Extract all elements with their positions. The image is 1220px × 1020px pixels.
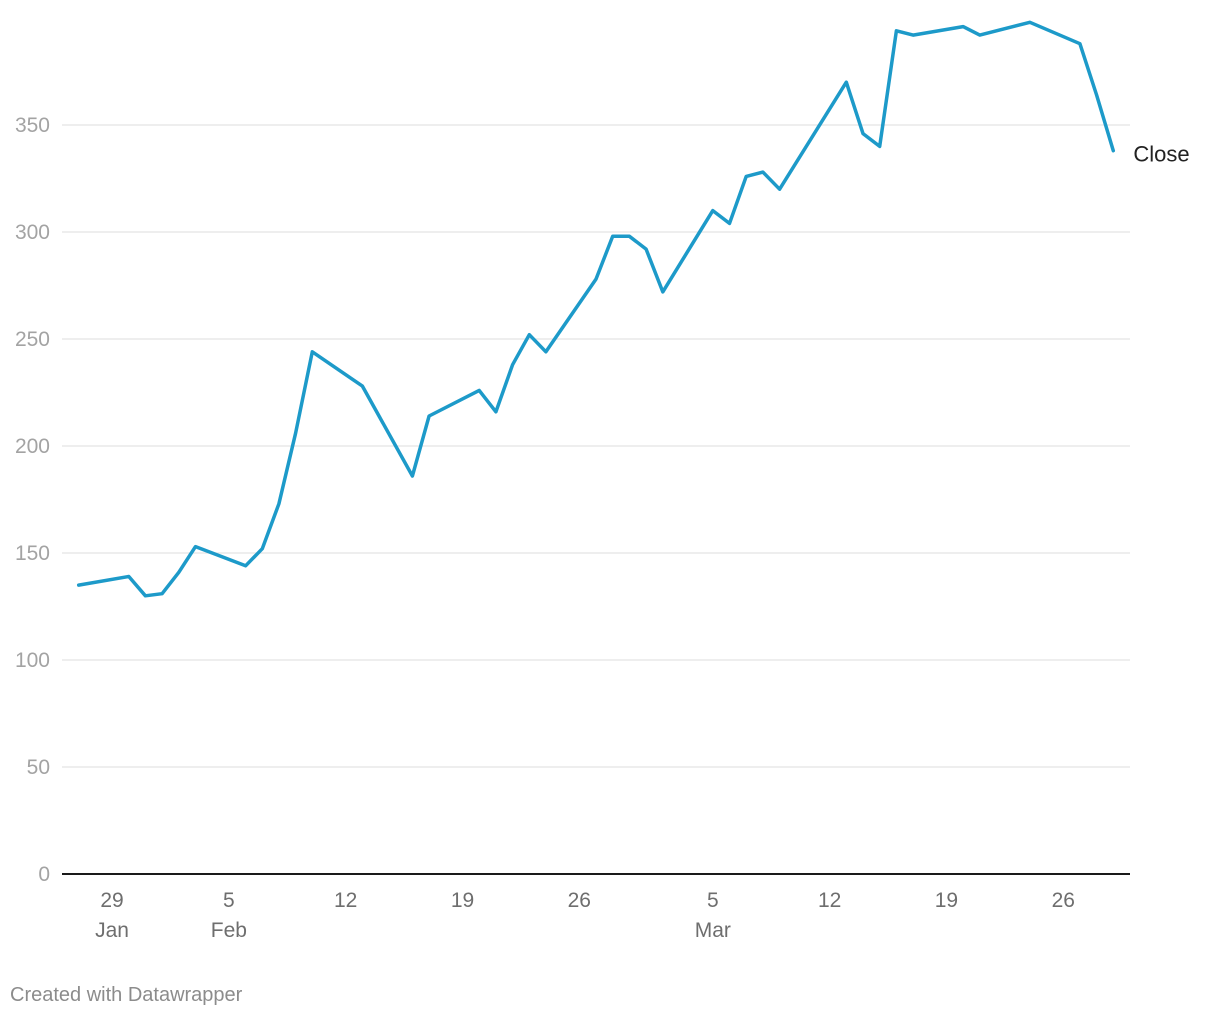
y-tick-label: 50 [27,756,50,779]
series-end-label: Close [1133,142,1189,167]
x-tick-month-label: Jan [95,919,129,942]
x-tick-label: 5 [223,889,235,912]
y-tick-label: 350 [15,114,50,137]
x-tick-label: 19 [451,889,474,912]
y-tick-label: 150 [15,542,50,565]
x-tick-label: 26 [568,889,591,912]
series-line-close [76,20,1116,598]
x-tick-month-label: Mar [695,919,731,942]
chart-svg: 0 50 100 150 200 250 300 350 29 Jan 5 Feb 12 19 26 5 Ma… [15,20,1190,942]
x-tick-label: 29 [100,889,123,912]
line-chart: 0 50 100 150 200 250 300 350 29 Jan 5 Feb 12 19 26 5 Ma… [15,20,1190,942]
x-axis-ticks: 29 Jan 5 Feb 12 19 26 5 Mar 12 19 26 [95,889,1075,942]
y-tick-label: 100 [15,649,50,672]
y-tick-label: 300 [15,221,50,244]
x-tick-label: 26 [1052,889,1075,912]
series-group: Close [76,20,1190,598]
credit-footer[interactable]: Created with Datawrapper [10,984,243,1006]
y-tick-label: 0 [38,863,50,886]
y-axis-ticks: 0 50 100 150 200 250 300 350 [15,114,50,886]
y-tick-label: 200 [15,435,50,458]
y-tick-label: 250 [15,328,50,351]
x-tick-label: 5 [707,889,719,912]
x-tick-label: 12 [818,889,841,912]
x-tick-month-label: Feb [211,919,247,942]
x-tick-label: 12 [334,889,357,912]
x-tick-label: 19 [935,889,958,912]
gridlines [62,124,1130,875]
